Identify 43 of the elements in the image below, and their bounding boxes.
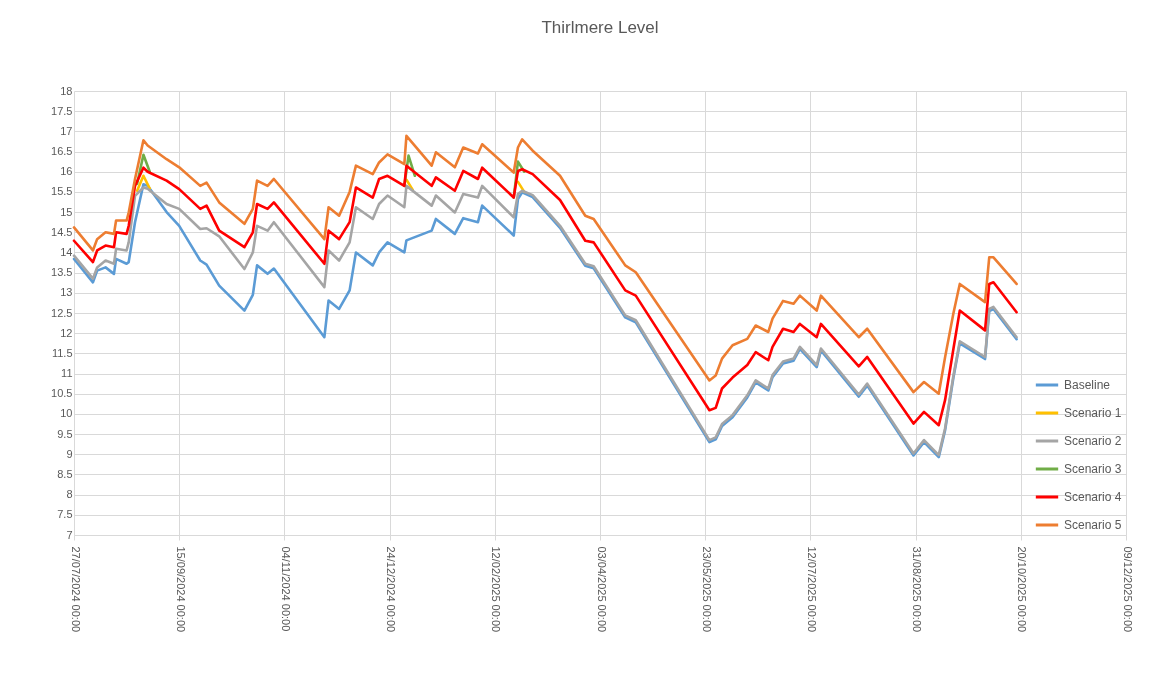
y-tick-label: 9	[66, 447, 73, 460]
legend-label: Baseline	[1064, 378, 1111, 392]
y-tick-label: 9.5	[57, 427, 73, 440]
y-tick-label: 17.5	[51, 104, 73, 117]
x-tick-label: 24/12/2024 00:00	[385, 546, 398, 633]
y-tick-label: 13	[60, 286, 73, 299]
y-tick-label: 16.5	[51, 145, 73, 158]
legend-label: Scenario 2	[1064, 434, 1122, 448]
chart-title: Thirlmere Level	[541, 18, 659, 37]
line-series	[72, 164, 1018, 427]
y-tick-label: 10.5	[51, 387, 73, 400]
x-tick-label: 23/05/2025 00:00	[700, 546, 713, 633]
y-tick-label: 7	[66, 528, 73, 541]
x-tick-label: 12/07/2025 00:00	[805, 546, 818, 633]
y-tick-label: 12.5	[51, 306, 73, 319]
y-tick-label: 12	[60, 326, 73, 339]
y-tick-label: 11.5	[51, 346, 73, 359]
y-tick-label: 8.5	[57, 467, 73, 480]
y-tick-label: 11	[61, 367, 73, 380]
y-tick-label: 10	[60, 407, 73, 420]
x-tick-label: 15/09/2024 00:00	[174, 546, 187, 633]
y-tick-label: 14.5	[51, 225, 73, 238]
legend-label: Scenario 4	[1064, 490, 1122, 504]
x-tick-label: 03/04/2025 00:00	[595, 546, 608, 633]
x-tick-label: 31/08/2025 00:00	[911, 546, 924, 633]
legend-label: Scenario 3	[1064, 462, 1122, 476]
x-tick-label: 04/11/2024 00:00	[279, 546, 292, 632]
y-tick-label: 8	[66, 488, 73, 501]
x-tick-label: 12/02/2025 00:00	[490, 546, 503, 633]
legend-label: Scenario 1	[1064, 406, 1122, 420]
x-tick-label: 09/12/2025 00:00	[1121, 546, 1134, 633]
y-tick-label: 15	[60, 205, 73, 218]
y-tick-label: 15.5	[51, 185, 73, 198]
y-tick-label: 14	[60, 245, 73, 258]
x-tick-label: 27/07/2024 00:00	[69, 546, 82, 633]
line-series	[72, 134, 1018, 396]
y-tick-label: 16	[60, 165, 73, 178]
legend-label: Scenario 5	[1064, 518, 1122, 532]
y-tick-label: 13.5	[51, 266, 73, 279]
y-tick-label: 17	[60, 124, 73, 137]
y-tick-label: 18	[60, 84, 73, 97]
y-tick-label: 7.5	[57, 508, 73, 521]
x-tick-label: 20/10/2025 00:00	[1016, 546, 1029, 633]
